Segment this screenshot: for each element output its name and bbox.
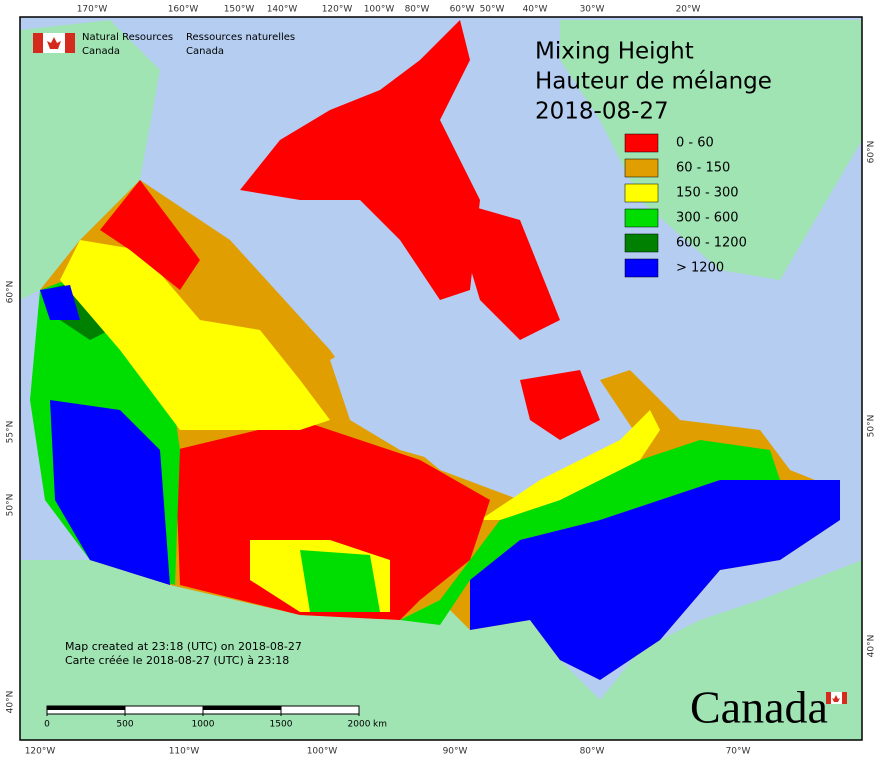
footnote: Carte créée le 2018-08-27 (UTC) à 23:18: [65, 654, 289, 667]
legend-swatch: [624, 133, 659, 153]
land: [20, 20, 862, 740]
graticule-label: 170°W: [77, 5, 108, 15]
wordmark-flag: [826, 692, 847, 704]
footnote: Map created at 23:18 (UTC) on 2018-08-27: [65, 640, 302, 653]
graticule-label: 80°W: [405, 5, 430, 15]
graticule-label: 80°W: [580, 747, 605, 757]
graticule-label: 160°W: [168, 5, 199, 15]
graticule-label: 60°N: [6, 281, 16, 304]
legend-label: 600 - 1200: [676, 236, 747, 251]
scale-label: 1500: [270, 720, 293, 730]
scale-segment: [203, 706, 281, 710]
legend-label: > 1200: [676, 261, 724, 276]
legend-label: 300 - 600: [676, 211, 739, 226]
wordmark: Canada: [690, 682, 828, 733]
graticule-label: 90°W: [443, 747, 468, 757]
graticule-label: 40°W: [523, 5, 548, 15]
graticule-label: 60°N: [867, 141, 877, 164]
graticule-label: 110°W: [169, 747, 200, 757]
graticule-label: 140°W: [267, 5, 298, 15]
graticule-label: 50°N: [6, 494, 16, 517]
flag: [33, 33, 75, 53]
legend-swatch: [624, 158, 659, 178]
graticule-label: 150°W: [224, 5, 255, 15]
scale-label: 0: [44, 720, 50, 730]
map-title: 2018-08-27: [535, 99, 669, 125]
graticule-label: 70°W: [726, 747, 751, 757]
legend-swatch: [624, 233, 659, 253]
scale-label: 1000: [192, 720, 215, 730]
department-fr: Canada: [186, 46, 224, 57]
graticule-label: 120°W: [322, 5, 353, 15]
graticule-label: 120°W: [25, 747, 56, 757]
legend-label: 150 - 300: [676, 186, 739, 201]
graticule-label: 100°W: [364, 5, 395, 15]
map-title: Mixing Height: [535, 39, 694, 65]
scale-label: 2000: [348, 720, 371, 730]
graticule-label: 100°W: [307, 747, 338, 757]
legend-label: 0 - 60: [676, 136, 714, 151]
graticule-label: 50°N: [867, 415, 877, 438]
graticule-label: 20°W: [676, 5, 701, 15]
graticule-label: 60°W: [450, 5, 475, 15]
graticule-label: 40°N: [6, 691, 16, 714]
legend-swatch: [624, 258, 659, 278]
department-en: Natural Resources: [82, 32, 173, 43]
department-fr: Ressources naturelles: [186, 32, 295, 43]
graticule-label: 30°W: [580, 5, 605, 15]
graticule-label: 50°W: [480, 5, 505, 15]
map-title: Hauteur de mélange: [535, 69, 772, 95]
frame: [19, 16, 863, 741]
scale-segment: [47, 706, 125, 710]
legend-swatch: [624, 208, 659, 228]
graticule-label: 55°N: [6, 421, 16, 444]
graticule-label: 40°N: [867, 635, 877, 658]
legend-swatch: [624, 183, 659, 203]
scale-label: 500: [116, 720, 133, 730]
legend-label: 60 - 150: [676, 161, 730, 176]
scale-unit: km: [373, 720, 387, 730]
department-en: Canada: [82, 46, 120, 57]
